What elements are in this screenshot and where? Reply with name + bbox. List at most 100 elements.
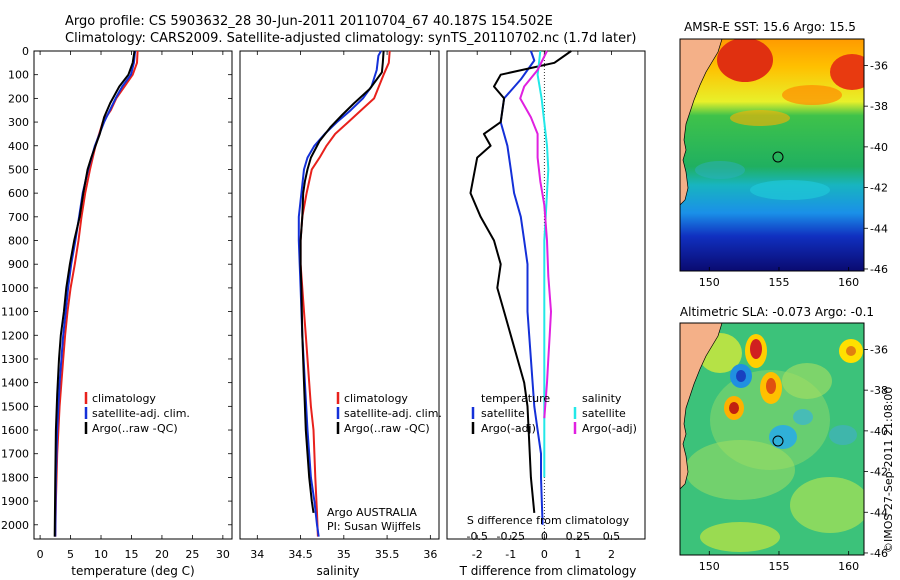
salinity-legend: climatology satellite-adj. clim. Argo(..… (336, 392, 442, 435)
lat-tick-label: -40 (870, 425, 888, 438)
x-tick-label: 15 (124, 548, 138, 561)
argo-float-position-marker (772, 435, 784, 447)
depth-tick-label: 1500 (1, 400, 29, 413)
depth-tick-label: 500 (8, 163, 29, 176)
temperature-panel: 0100200300400500600700800900100011001200… (1, 45, 645, 578)
figure-title-line2: Climatology: CARS2009. Satellite-adjuste… (65, 31, 637, 46)
temperature-x-ticks: 0 5 10 15 20 25 30 (37, 51, 230, 561)
depth-tick-label: 900 (8, 258, 29, 271)
pi-annotation: PI: Susan Wijffels (327, 520, 421, 533)
sst-cool-patch (750, 180, 830, 200)
depth-tick-label: 1600 (1, 424, 29, 437)
sst-coastline-land (680, 39, 723, 206)
x-tick-label: 10 (94, 548, 108, 561)
difference-panel: -2 -1 0 1 2 -0.5 -0.25 0 0.25 0.5 temperature sat… (446, 50, 646, 578)
x-tick-label: 25 (185, 548, 199, 561)
argo-float-position-marker (772, 151, 784, 163)
depth-tick-label: 400 (8, 140, 29, 153)
depth-tick-label: 0 (22, 45, 29, 58)
series-line-s-argo (519, 50, 552, 419)
depth-tick-label: 1700 (1, 448, 29, 461)
depth-tick-label: 1200 (1, 329, 29, 342)
sla-patch (782, 363, 832, 399)
figure-title-line1: Argo profile: CS 5903632_28 30-Jun-2011 … (65, 14, 553, 29)
sst-map-title: AMSR-E SST: 15.6 Argo: 15.5 (684, 20, 856, 34)
legend-t-satellite-label: satellite (481, 407, 525, 420)
depth-tick-label: 600 (8, 187, 29, 200)
x-tick-label: 34.5 (288, 548, 313, 561)
lat-tick-label: -46 (870, 263, 888, 276)
x-tick-label: -1 (505, 548, 516, 561)
legend-temperature-heading: temperature (481, 392, 550, 405)
x-tick-label: 35 (337, 548, 351, 561)
depth-tick-label: 100 (8, 69, 29, 82)
sst-warm-patch (717, 39, 773, 82)
legend-argo-label: Argo(..raw -QC) (92, 422, 178, 435)
depth-tick-label: 2000 (1, 519, 29, 532)
sla-map-title: Altimetric SLA: -0.073 Argo: -0.1 (680, 305, 874, 319)
x-tick-label: 2 (608, 548, 615, 561)
lat-tick-label: -38 (870, 100, 888, 113)
sla-map-axes: -36 -38 -40 -42 -44 -46 150 155 160 (699, 343, 888, 573)
sla-low-eddy-core (736, 370, 746, 382)
difference-x-ticks: -2 -1 0 1 2 -0.5 -0.25 0 0.25 0.5 (466, 51, 620, 561)
sla-low-eddy (829, 425, 857, 445)
legend-salinity-heading: salinity (582, 392, 622, 405)
x-tick-label: 36 (423, 548, 437, 561)
depth-tick-label: 1100 (1, 306, 29, 319)
temperature-series (53, 50, 139, 537)
legend-argo-label: Argo(..raw -QC) (344, 422, 430, 435)
depth-tick-label: 1000 (1, 282, 29, 295)
sst-warm-patch (830, 54, 864, 90)
sla-coastline-land (680, 323, 723, 490)
sla-patch (700, 522, 780, 552)
sla-map: Altimetric SLA: -0.073 Argo: -0.1 (679, 305, 888, 573)
x-tick-label: -2 (472, 548, 483, 561)
salinity-panel: 34 34.5 35 35.5 36 salinity climatology sate… (239, 50, 442, 578)
sla-high-eddy-core (846, 346, 856, 356)
depth-tick-label: 1800 (1, 471, 29, 484)
lat-tick-label: -42 (870, 182, 888, 195)
depth-tick-label: 1400 (1, 377, 29, 390)
sla-high-eddy-core (729, 402, 739, 414)
series-line-argo (299, 50, 385, 514)
s-tick-label: -0.25 (497, 530, 525, 543)
legend-climatology-label: climatology (92, 392, 156, 405)
sst-warm-patch (782, 85, 842, 105)
legend-s-argo-label: Argo(-adj) (582, 422, 637, 435)
temperature-legend: climatology satellite-adj. clim. Argo(..… (84, 392, 190, 435)
salinity-xlabel: salinity (316, 564, 359, 578)
lat-tick-label: -38 (870, 384, 888, 397)
lon-tick-label: 150 (699, 560, 720, 573)
sla-patch (685, 440, 795, 500)
x-tick-label: 5 (67, 548, 74, 561)
x-tick-label: 20 (155, 548, 169, 561)
series-line-t-argo (469, 50, 572, 513)
series-line-satellite (54, 50, 137, 537)
depth-tick-label: 300 (8, 116, 29, 129)
sst-map-axes: -36 -38 -40 -42 -44 -46 150 155 160 (699, 59, 888, 289)
legend-s-satellite-label: satellite (582, 407, 626, 420)
depth-tick-label: 800 (8, 235, 29, 248)
difference-legend: temperature satellite Argo(-adj) salinit… (471, 392, 637, 435)
lon-tick-label: 155 (768, 276, 789, 289)
difference-series (469, 50, 572, 525)
sla-low-eddy (793, 409, 813, 425)
argo-australia-annotation: Argo AUSTRALIA (327, 506, 417, 519)
lat-tick-label: -40 (870, 141, 888, 154)
sla-high-eddy-core (766, 378, 776, 394)
legend-climatology-label: climatology (344, 392, 408, 405)
sst-map: AMSR-E SST: 15.6 Argo: 15.5 -36 -38 -40 -42… (679, 20, 888, 289)
sla-high-eddy-core (750, 339, 762, 359)
series-line-t-satellite (499, 50, 544, 525)
lat-tick-label: -36 (870, 59, 888, 72)
lat-tick-label: -36 (870, 343, 888, 356)
legend-t-argo-label: Argo(-adj) (481, 422, 536, 435)
s-tick-label: -0.5 (466, 530, 487, 543)
s-difference-label: S difference from climatology (467, 514, 630, 527)
sst-warm-patch (730, 110, 790, 126)
s-tick-label: 0 (541, 530, 548, 543)
s-tick-label: 0.25 (566, 530, 591, 543)
t-difference-xlabel: T difference from climatology (459, 564, 637, 578)
legend-satellite-label: satellite-adj. clim. (344, 407, 442, 420)
